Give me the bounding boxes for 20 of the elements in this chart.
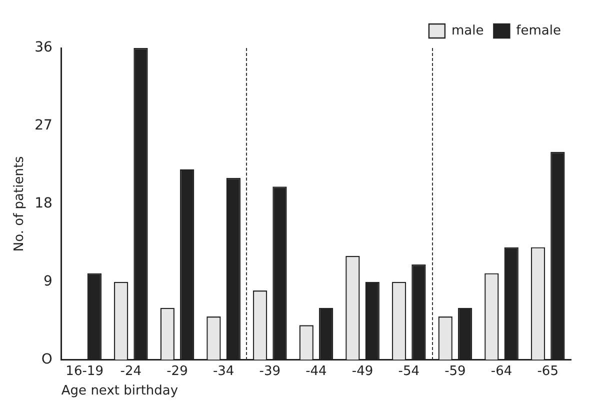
x-tick-label: 16-19 [66,364,104,379]
x-tick-label: -39 [259,364,280,379]
y-tick-label: O [41,351,52,368]
y-tick-label: 27 [34,118,52,134]
x-tick-label: -24 [120,364,142,379]
x-tick-label: -29 [166,364,188,379]
y-tick-label: 18 [34,196,52,212]
y-tick-label: 36 [34,40,52,56]
y-tick-label: 9 [43,273,52,290]
x-tick-label: -34 [212,364,234,379]
legend-label: male [451,23,484,38]
x-tick-label: -49 [352,364,374,379]
x-tick-label: -59 [444,364,466,379]
x-tick-label: -44 [306,364,327,379]
x-tick-label: -64 [490,364,512,379]
y-axis-title: No. of patients [12,156,28,252]
x-axis-title: Age next birthday [61,384,178,399]
x-tick-label: -65 [537,364,558,379]
legend-label: female [516,23,562,38]
x-tick-label: -54 [398,364,420,379]
